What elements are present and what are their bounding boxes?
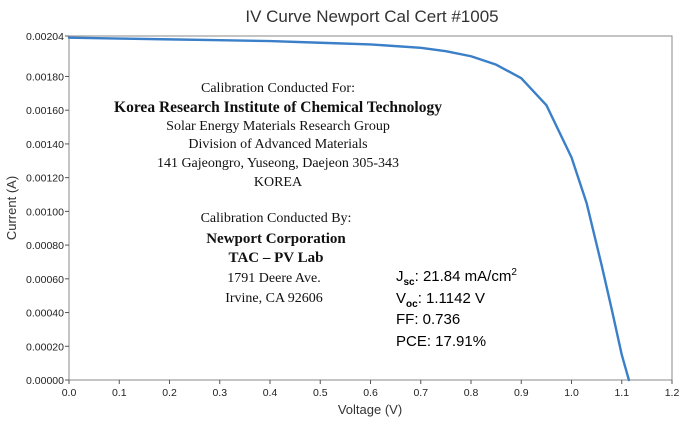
x-tick-label: 0.6: [363, 387, 378, 399]
y-tick-label: 0.00120: [26, 173, 64, 185]
y-tick-label: 0.00204: [26, 31, 64, 43]
x-tick-label: 0.8: [464, 387, 479, 399]
voc-stat: Voc: 1.1142 V: [396, 290, 485, 310]
jsc-superscript: 2: [511, 267, 517, 278]
x-axis-title: Voltage (V): [338, 402, 402, 417]
cal-for-country: KOREA: [254, 175, 303, 190]
y-axis-ticks: 0.00000 0.00020 0.00040 0.00060 0.00080 0.001…: [26, 31, 69, 387]
x-tick-label: 0.4: [263, 387, 278, 399]
chart-title: IV Curve Newport Cal Cert #1005: [245, 7, 498, 26]
plot-frame: [68, 35, 673, 381]
y-axis-title: Current (A): [4, 176, 19, 240]
cal-by-street: 1791 Deere Ave.: [227, 271, 320, 286]
jsc-symbol: J: [396, 268, 404, 285]
x-tick-label: 0.2: [162, 387, 177, 399]
voc-symbol: V: [396, 290, 406, 307]
cal-for-address: 141 Gajeongro, Yuseong, Daejeon 305-343: [157, 156, 399, 171]
pce-stat: PCE: 17.91%: [396, 333, 486, 350]
y-tick-label: 0.00080: [26, 240, 64, 252]
y-tick-label: 0.00180: [26, 71, 64, 83]
jsc-subscript: sc: [404, 277, 416, 288]
x-tick-label: 0.1: [112, 387, 127, 399]
x-tick-label: 0.9: [514, 387, 529, 399]
cal-for-division: Division of Advanced Materials: [188, 137, 367, 152]
y-tick-label: 0.00140: [26, 139, 64, 151]
iv-curve-line: [67, 36, 631, 382]
x-tick-label: 0.3: [212, 387, 227, 399]
y-tick-label: 0.00040: [26, 308, 64, 320]
x-tick-label: 0.0: [62, 387, 77, 399]
x-tick-label: 1.2: [665, 387, 680, 399]
x-tick-label: 0.7: [413, 387, 428, 399]
x-tick-label: 1.0: [564, 387, 579, 399]
x-tick-label: 1.1: [614, 387, 629, 399]
jsc-value: : 21.84 mA/cm: [415, 268, 512, 285]
cal-for-organization: Korea Research Institute of Chemical Tec…: [114, 99, 442, 116]
y-tick-label: 0.00100: [26, 206, 64, 218]
voc-subscript: oc: [406, 299, 418, 310]
cal-by-heading: Calibration Conducted By:: [201, 211, 352, 226]
cal-for-group: Solar Energy Materials Research Group: [166, 119, 390, 134]
x-tick-label: 0.5: [313, 387, 328, 399]
cal-by-city: Irvine, CA 92606: [225, 291, 323, 306]
jsc-stat: Jsc: 21.84 mA/cm2: [396, 267, 517, 288]
voc-value: : 1.1142 V: [418, 290, 485, 307]
y-tick-label: 0.00020: [26, 341, 64, 353]
cal-by-organization: Newport Corporation: [206, 231, 346, 247]
ff-stat: FF: 0.736: [396, 311, 460, 328]
y-tick-label: 0.00160: [26, 105, 64, 117]
y-tick-label: 0.00060: [26, 274, 64, 286]
x-axis-ticks: 0.0 0.1 0.2 0.3 0.4 0.5 0.6 0.7 0.8 0.9 1.0 1.1 1.2: [62, 380, 680, 399]
cal-for-heading: Calibration Conducted For:: [201, 81, 355, 96]
y-tick-label: 0.00000: [26, 375, 64, 387]
cal-by-lab: TAC – PV Lab: [229, 250, 324, 266]
